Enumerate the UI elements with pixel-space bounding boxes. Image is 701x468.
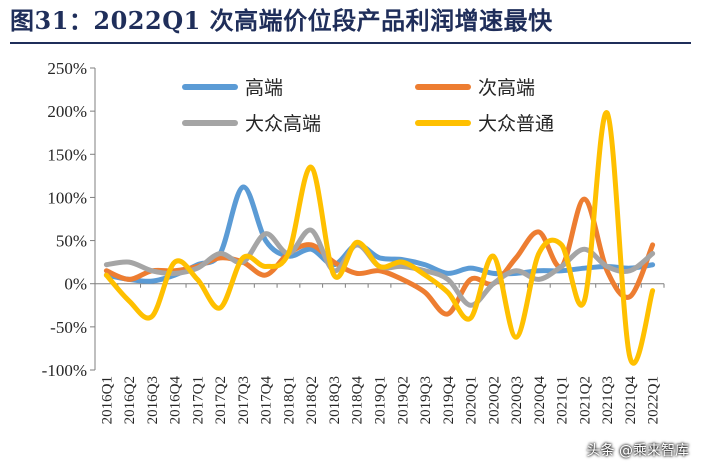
y-tick-label: 100% (47, 188, 87, 207)
x-tick-label: 2018Q2 (304, 376, 320, 424)
x-tick-label: 2019Q3 (418, 376, 434, 424)
x-tick-label: 2018Q4 (350, 376, 366, 425)
x-tick-label: 2020Q4 (532, 376, 548, 425)
y-tick-label: 250% (47, 59, 87, 78)
axis-layer: 250% 200% 150% 100% 50% 0% -50% -100% (42, 59, 665, 380)
x-tick-label: 2016Q1 (99, 376, 115, 424)
x-tick-label: 2017Q1 (190, 376, 206, 424)
series-line-4 (103, 110, 656, 366)
title-underline (10, 42, 691, 44)
x-tick-labels: 2016Q1 2016Q2 2016Q3 2016Q4 2017Q1 2017Q2 2017… (99, 376, 661, 425)
x-tick-label: 2020Q2 (486, 376, 502, 424)
x-tick-label: 2016Q4 (168, 376, 184, 425)
x-tick-label: 2017Q4 (259, 376, 275, 425)
y-tick-label: 50% (56, 232, 87, 251)
x-tick-label: 2020Q3 (509, 376, 525, 424)
y-tick-label: -50% (50, 318, 87, 337)
x-tick-label: 2022Q1 (646, 376, 662, 424)
x-tick-label: 2019Q1 (373, 376, 389, 424)
x-tick-label: 2016Q3 (145, 376, 161, 424)
x-tick-label: 2019Q2 (395, 376, 411, 424)
x-tick-label: 2018Q1 (281, 376, 297, 424)
x-tick-label: 2017Q3 (236, 376, 252, 424)
series-layer (103, 110, 656, 366)
x-tick-label: 2017Q2 (213, 376, 229, 424)
x-tick-label: 2021Q2 (577, 376, 593, 424)
x-tick-label: 2018Q3 (327, 376, 343, 424)
watermark: 头条 @乘来智库 (586, 443, 689, 459)
y-tick-label: 0% (64, 275, 87, 294)
x-tick-label: 2021Q1 (555, 376, 571, 424)
legend-label-3: 大众高端 (245, 113, 321, 135)
legend-label-1: 高端 (245, 77, 283, 99)
x-tick-label: 2016Q2 (122, 376, 138, 424)
y-tick-label: -100% (42, 361, 87, 380)
legend-label-2: 次高端 (478, 77, 535, 99)
x-tick-label: 2019Q4 (441, 376, 457, 425)
page-title: 图31：2022Q1 次高端价位段产品利润增速最快 (10, 6, 553, 35)
x-tick-label: 2021Q4 (623, 376, 639, 425)
x-tick-label: 2021Q3 (600, 376, 616, 424)
y-tick-label: 200% (47, 102, 87, 121)
legend-label-4: 大众普通 (478, 113, 554, 135)
y-tick-label: 150% (47, 145, 87, 164)
x-tick-label: 2020Q1 (464, 376, 480, 424)
